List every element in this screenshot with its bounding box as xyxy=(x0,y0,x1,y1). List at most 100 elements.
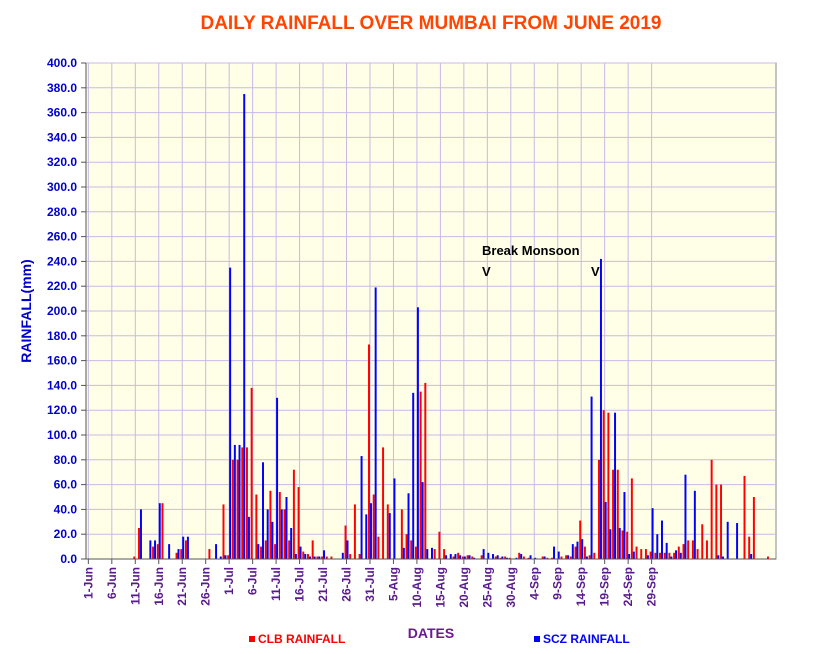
scz-bar xyxy=(266,509,269,559)
clb-bar xyxy=(424,382,427,559)
x-tick-label: 15-Aug xyxy=(433,567,447,608)
scz-bar xyxy=(618,528,621,559)
scz-bar xyxy=(722,556,724,559)
scz-bar xyxy=(247,516,250,559)
clb-bar xyxy=(236,459,239,559)
scz-bar xyxy=(515,557,518,559)
scz-bar xyxy=(276,397,279,559)
clb-bar xyxy=(701,524,704,559)
scz-bar xyxy=(646,555,649,559)
clb-bar xyxy=(222,504,225,559)
y-tick-label: 240.0 xyxy=(47,254,77,268)
y-axis-ticks: 0.0 20.0 40.0 60.0 80.0 100.0 120.0 140.0 160.0 1… xyxy=(47,56,87,566)
legend-swatch-scz xyxy=(534,636,540,642)
x-tick-label: 26-Jul xyxy=(340,567,354,602)
clb-bar xyxy=(353,504,356,559)
x-tick-label: 1-Jun xyxy=(81,567,95,599)
scz-bar xyxy=(520,554,523,559)
clb-bar xyxy=(443,549,446,559)
clb-bar xyxy=(260,546,263,559)
scz-bar xyxy=(215,544,218,559)
y-tick-label: 220.0 xyxy=(47,279,77,293)
legend-label-clb: CLB RAINFALL xyxy=(258,632,345,646)
clb-bar xyxy=(621,530,624,559)
bars-layer xyxy=(133,94,769,559)
scz-bar xyxy=(487,552,490,559)
clb-bar xyxy=(541,556,544,559)
y-tick-label: 80.0 xyxy=(54,453,78,467)
x-tick-label: 19-Sep xyxy=(598,567,612,606)
scz-bar xyxy=(459,555,462,559)
clb-bar xyxy=(682,544,685,559)
clb-bar xyxy=(138,528,140,559)
clb-bar xyxy=(438,531,441,559)
scz-bar xyxy=(496,555,499,559)
clb-bar xyxy=(480,555,483,559)
clb-bar xyxy=(349,554,352,559)
clb-bar xyxy=(612,469,615,559)
clb-bar xyxy=(607,412,610,559)
clb-bar xyxy=(471,556,474,559)
clb-bar xyxy=(616,469,619,559)
y-tick-label: 180.0 xyxy=(47,329,77,343)
scz-bar xyxy=(473,557,476,559)
scz-bar xyxy=(219,556,222,559)
clb-bar xyxy=(292,469,295,559)
x-tick-label: 24-Sep xyxy=(621,567,635,606)
scz-bar xyxy=(576,541,579,559)
scz-bar xyxy=(238,444,241,559)
scz-bar xyxy=(445,555,448,559)
scz-bar xyxy=(529,555,532,559)
clb-bar xyxy=(457,552,460,559)
clb-bar xyxy=(133,556,136,559)
clb-bar xyxy=(288,540,291,559)
y-axis-label: RAINFALL(mm) xyxy=(18,259,34,362)
clb-bar xyxy=(278,492,281,559)
scz-bar xyxy=(543,556,546,559)
clb-bar xyxy=(588,555,591,559)
y-tick-label: 320.0 xyxy=(47,155,77,169)
clb-bar xyxy=(297,487,300,559)
clb-bar xyxy=(410,540,413,559)
scz-bar xyxy=(407,493,410,559)
scz-bar xyxy=(280,509,283,559)
scz-bar xyxy=(693,490,696,559)
clb-bar xyxy=(302,551,305,559)
x-tick-label: 26-Jun xyxy=(199,567,213,606)
x-tick-label: 10-Aug xyxy=(410,567,424,608)
clb-bar xyxy=(687,540,690,559)
y-tick-label: 280.0 xyxy=(47,205,77,219)
clb-bar xyxy=(649,551,652,559)
clb-bar xyxy=(377,536,380,559)
clb-bar xyxy=(499,557,502,559)
clb-bar xyxy=(551,557,554,559)
x-tick-label: 5-Aug xyxy=(386,567,400,601)
scz-bar xyxy=(313,556,316,559)
x-tick-label: 1-Jul xyxy=(222,567,236,595)
scz-bar xyxy=(393,478,396,559)
clb-bar xyxy=(227,555,230,559)
scz-bar xyxy=(426,549,429,559)
legend-swatch-clb xyxy=(249,636,255,642)
scz-bar xyxy=(177,549,180,559)
y-tick-label: 140.0 xyxy=(47,378,77,392)
scz-bar xyxy=(614,412,617,559)
x-axis-ticks: 1-Jun 6-Jun 11-Jun 16-Jun 21-Jun 26-Jun 1-Jul 6… xyxy=(81,558,776,608)
clb-bar xyxy=(659,552,661,559)
clb-bar xyxy=(400,509,403,559)
scz-bar xyxy=(492,554,494,559)
x-tick-label: 9-Sep xyxy=(551,567,565,600)
scz-bar xyxy=(304,554,307,559)
x-tick-label: 6-Jul xyxy=(246,567,260,595)
scz-bar xyxy=(271,521,274,559)
x-tick-label: 14-Sep xyxy=(574,567,588,606)
scz-bar xyxy=(341,552,344,559)
clb-bar xyxy=(269,490,272,559)
clb-bar xyxy=(752,497,755,559)
clb-bar xyxy=(720,484,723,559)
scz-bar xyxy=(651,508,654,559)
clb-bar xyxy=(574,546,577,559)
clb-bar xyxy=(583,546,586,559)
clb-bar xyxy=(626,531,629,559)
